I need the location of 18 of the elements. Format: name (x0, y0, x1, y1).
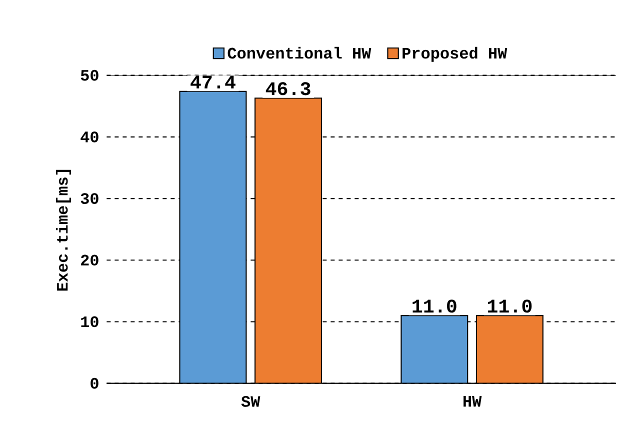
bar (255, 98, 322, 384)
data-label: 11.0 (412, 300, 456, 313)
bar (400, 315, 468, 384)
y-tick-label: 40 (80, 132, 98, 142)
y-tick-label: 0 (90, 378, 98, 389)
y-tick-label: 30 (80, 193, 98, 204)
bar (476, 315, 544, 384)
y-tick-label: 20 (81, 254, 98, 266)
y-tick-label: 50 (80, 70, 98, 81)
y-tick-label: 10 (81, 316, 98, 328)
legend-label: Conventional HW (228, 46, 372, 59)
x-tick-label: SW (241, 396, 260, 407)
data-label: 11.0 (488, 300, 532, 313)
y-axis-title: Exec.time[ms] (56, 170, 71, 291)
legend-label: Proposed HW (402, 46, 508, 62)
x-tick-label: HW (464, 396, 482, 407)
data-label: 47.4 (190, 76, 236, 88)
data-label: 46.3 (266, 82, 310, 96)
